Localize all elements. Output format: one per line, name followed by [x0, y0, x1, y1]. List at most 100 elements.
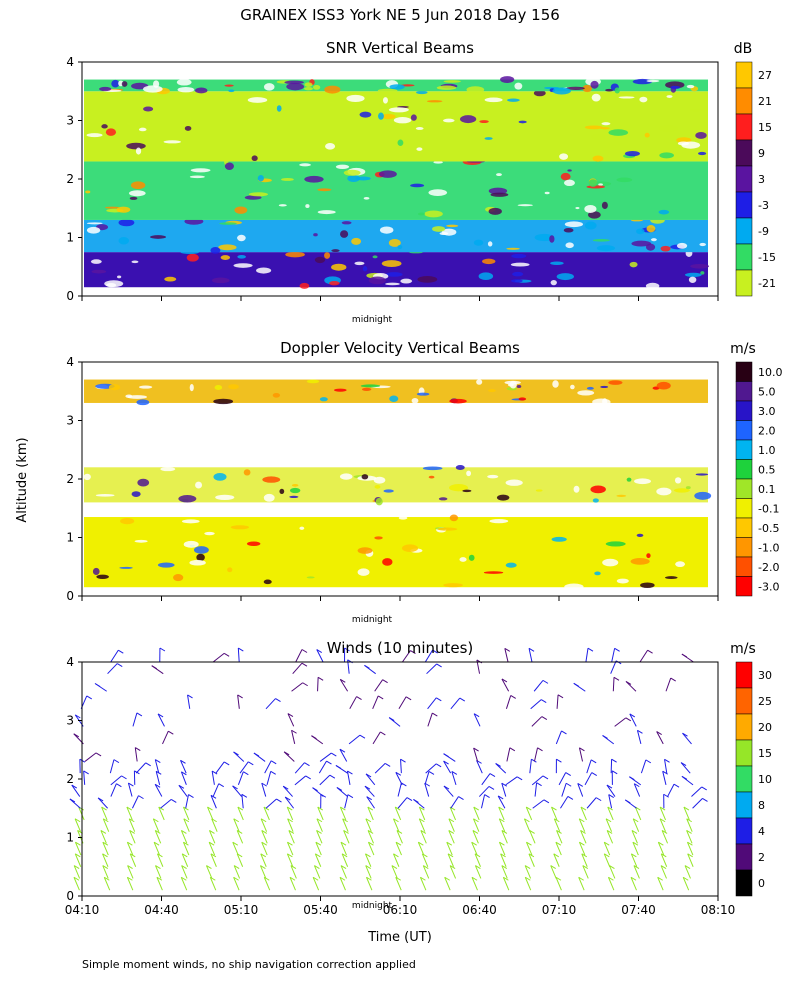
wind-barb-flag [484, 794, 490, 799]
wind-barb [78, 806, 85, 821]
wind-barb-flag [154, 783, 161, 788]
wind-barb-flag [436, 663, 442, 668]
wind-barb-flag [248, 761, 254, 766]
wind-barb [154, 759, 160, 774]
texture-blob [432, 226, 446, 232]
wind-barb [422, 865, 430, 879]
wind-barb-flag [101, 806, 107, 811]
texture-blob [660, 245, 671, 252]
texture-blob [646, 225, 656, 233]
wind-barb [160, 799, 172, 809]
wind-barb-flag [181, 876, 187, 881]
texture-blob [143, 85, 163, 93]
wind-barb [212, 652, 225, 663]
texture-blob [688, 276, 697, 283]
texture-blob [178, 495, 197, 503]
texture-blob [443, 583, 463, 588]
wind-barb-flag [561, 730, 567, 735]
texture-blob [588, 179, 598, 187]
texture-blob [416, 90, 428, 95]
wind-barb-flag [347, 794, 354, 799]
texture-blob [351, 237, 362, 245]
wind-barb-flag [680, 762, 687, 766]
wind-barb [365, 818, 372, 832]
colorbar-label: -21 [758, 277, 776, 290]
wind-barb-flag [489, 773, 496, 777]
wind-barb-flag [631, 853, 637, 858]
wind-barb [657, 841, 665, 856]
texture-blob [378, 112, 384, 120]
wind-barb-flag [181, 865, 187, 869]
wind-barb-flag [209, 830, 215, 834]
colorbar-label: 5.0 [758, 385, 776, 398]
texture-blob [592, 155, 604, 162]
wind-barb [419, 877, 427, 891]
wind-barb-flag [663, 793, 669, 798]
texture-blob [357, 568, 370, 576]
wind-barb-flag [284, 796, 291, 801]
wind-barb [180, 771, 187, 786]
texture-blob [312, 84, 321, 90]
texture-blob [362, 266, 368, 272]
wind-barb [402, 650, 411, 663]
wind-barb-flag [233, 751, 239, 756]
wind-barb [233, 865, 241, 879]
texture-blob [422, 466, 443, 471]
wind-barb [686, 830, 693, 844]
texture-blob [512, 271, 524, 277]
wind-barb [289, 877, 296, 891]
wind-barb [341, 853, 349, 867]
colorbar-label: 10 [758, 773, 772, 786]
wind-barb [393, 818, 400, 832]
wind-barb-flag [356, 696, 362, 700]
wind-barb-flag [75, 841, 81, 846]
wind-barb [265, 698, 276, 710]
texture-blob [355, 176, 371, 181]
wind-barb [394, 806, 402, 821]
texture-blob [544, 191, 550, 195]
wind-barb [630, 853, 638, 867]
wind-barb [639, 649, 649, 663]
wind-barb [500, 853, 507, 867]
colorbar-swatch [735, 61, 753, 89]
wind-barb [208, 830, 216, 844]
wind-barb-flag [682, 876, 689, 881]
wind-barb-flag [556, 758, 562, 763]
wind-barb [205, 865, 213, 879]
wind-barb [259, 865, 267, 879]
wind-barb-flag [471, 876, 478, 881]
wind-barb-flag [339, 748, 346, 753]
colorbar-label: -0.1 [758, 502, 779, 515]
wind-barb [152, 818, 160, 832]
wind-barb [182, 841, 190, 856]
data-layer [84, 467, 708, 503]
texture-blob [582, 84, 593, 93]
wind-barb-flag [540, 699, 547, 704]
texture-blob [505, 562, 517, 568]
colorbar-swatch [735, 713, 753, 741]
wind-barb-flag [580, 806, 587, 811]
texture-blob [213, 398, 234, 405]
wind-barb-flag [339, 876, 346, 881]
wind-barb [372, 695, 379, 709]
texture-blob [304, 86, 313, 91]
texture-blob [121, 81, 128, 87]
wind-barb-flag [210, 794, 217, 799]
wind-barb [659, 818, 667, 832]
wind-barb-flag [138, 795, 144, 800]
wind-barb [318, 760, 327, 774]
colorbar-swatch [735, 537, 753, 558]
wind-barb [316, 649, 324, 663]
wind-barb [263, 806, 270, 821]
texture-blob [483, 571, 504, 574]
texture-blob [552, 87, 571, 95]
texture-blob [248, 192, 268, 197]
texture-blob [374, 536, 383, 540]
wind-barb-flag [405, 696, 412, 701]
colorbar-label: 25 [758, 695, 772, 708]
texture-blob [594, 571, 601, 576]
wind-barb-flag [501, 865, 508, 869]
y-tick-label: 3 [66, 414, 74, 428]
wind-barb [339, 748, 348, 762]
texture-blob [374, 484, 381, 489]
